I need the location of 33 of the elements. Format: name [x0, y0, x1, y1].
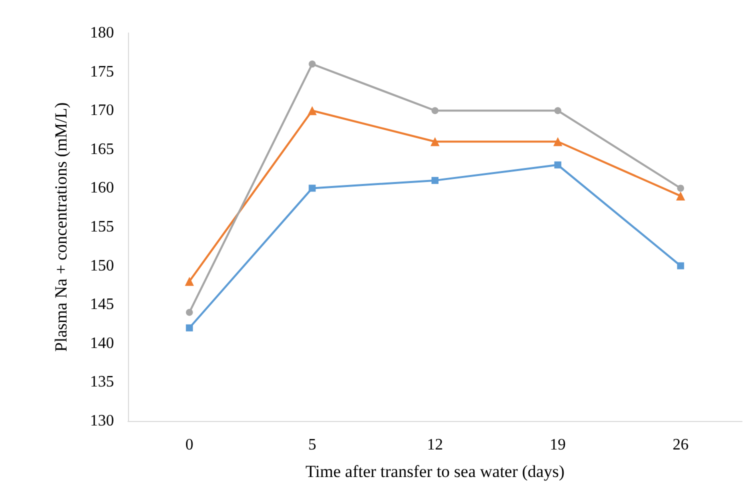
- point: [186, 324, 193, 332]
- point: [184, 276, 194, 286]
- y-tick-label: 165: [90, 140, 114, 158]
- point: [432, 176, 438, 184]
- x-tick-label: 19: [550, 436, 566, 454]
- y-tick-label: 135: [90, 374, 114, 391]
- point: [554, 107, 562, 114]
- y-tick-label: 130: [90, 412, 114, 430]
- x-tick-label: 26: [672, 436, 689, 454]
- point: [430, 137, 440, 146]
- y-tick-label: 155: [90, 218, 114, 236]
- y-tick-label: 170: [90, 102, 114, 120]
- y-tick-label: 145: [90, 296, 114, 314]
- point: [553, 137, 562, 146]
- y-tick-label: 140: [90, 334, 114, 352]
- x-tick-label: 12: [427, 436, 443, 454]
- x-axis-title: Time after transfer to sea water (days): [306, 462, 564, 481]
- y-axis-title: Plasma Na + concentrations (mM/L): [52, 102, 70, 352]
- point: [677, 184, 684, 192]
- point: [308, 106, 317, 116]
- x-tick-label: 5: [308, 436, 316, 454]
- point: [186, 308, 193, 316]
- y-tick-label: 150: [90, 257, 114, 274]
- point: [677, 262, 684, 270]
- y-tick-label: 175: [90, 63, 114, 80]
- point: [308, 184, 316, 192]
- point: [554, 161, 562, 168]
- point: [308, 60, 316, 68]
- x-tick-label: 0: [185, 436, 194, 454]
- point: [676, 191, 686, 200]
- y-tick-label: 180: [90, 24, 114, 42]
- point: [432, 107, 438, 114]
- y-tick-label: 160: [90, 180, 114, 197]
